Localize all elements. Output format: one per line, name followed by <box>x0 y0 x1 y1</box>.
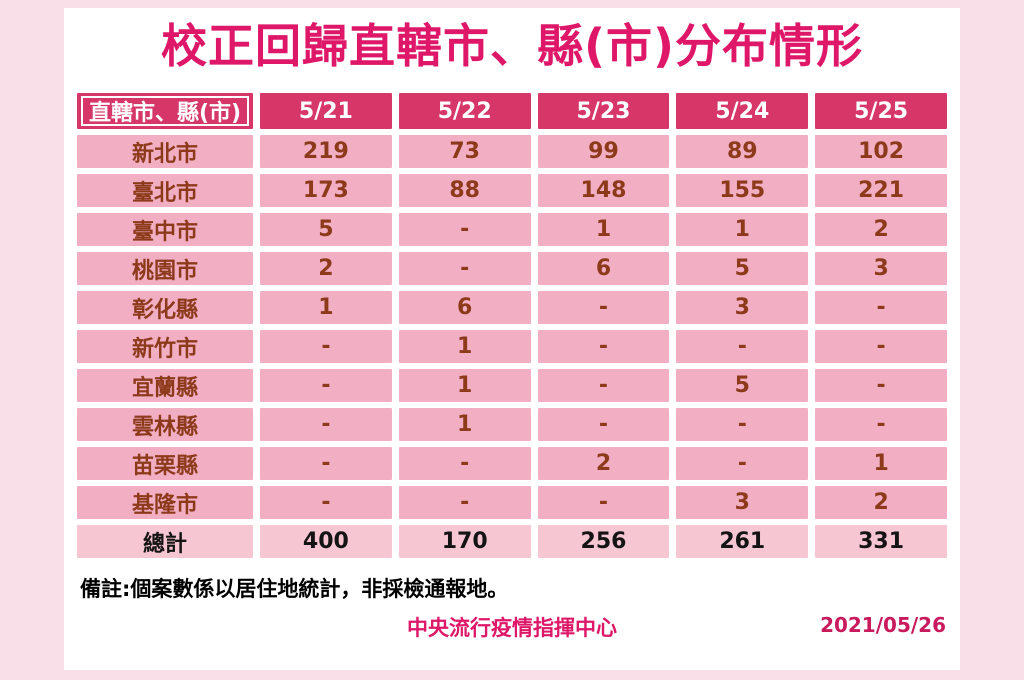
region-cell: 新北市 <box>77 135 253 168</box>
value-cell: 3 <box>676 291 809 324</box>
value-cell: 256 <box>537 525 670 558</box>
region-cell: 臺北市 <box>77 174 253 207</box>
table-header-row: 直轄市、縣(市) 5/21 5/22 5/23 5/24 5/25 <box>77 93 947 129</box>
value-cell: 73 <box>398 135 531 168</box>
table-body: 新北市 219 73 99 89 102 臺北市 173 88 148 155 221 臺中市 … <box>77 135 947 558</box>
value-cell: 1 <box>260 291 392 324</box>
column-header-date: 5/25 <box>815 93 947 129</box>
value-cell: - <box>398 252 531 285</box>
table-row: 臺北市 173 88 148 155 221 <box>77 174 947 207</box>
value-cell: 1 <box>676 213 809 246</box>
value-cell: - <box>676 330 809 363</box>
column-header-date: 5/23 <box>537 93 670 129</box>
value-cell: 1 <box>398 408 531 441</box>
value-cell: 219 <box>260 135 392 168</box>
report-date: 2021/05/26 <box>820 613 946 637</box>
value-cell: 1 <box>815 447 947 480</box>
value-cell: 6 <box>398 291 531 324</box>
value-cell: - <box>260 408 392 441</box>
value-cell: 1 <box>398 330 531 363</box>
region-cell: 苗栗縣 <box>77 447 253 480</box>
total-row: 總計 400 170 256 261 331 <box>77 525 947 558</box>
value-cell: 5 <box>260 213 392 246</box>
table-row: 新竹市 -1--- <box>77 330 947 363</box>
value-cell: 3 <box>815 252 947 285</box>
value-cell: 331 <box>815 525 947 558</box>
value-cell: - <box>398 213 531 246</box>
value-cell: - <box>398 447 531 480</box>
value-cell: 88 <box>398 174 531 207</box>
value-cell: - <box>815 330 947 363</box>
value-cell: - <box>260 369 392 402</box>
value-cell: 261 <box>676 525 809 558</box>
region-cell: 彰化縣 <box>77 291 253 324</box>
source-text: 中央流行疫情指揮中心 <box>407 616 617 640</box>
value-cell: - <box>537 330 670 363</box>
region-cell: 桃園市 <box>77 252 253 285</box>
value-cell: 173 <box>260 174 392 207</box>
value-cell: 155 <box>676 174 809 207</box>
column-header-date: 5/22 <box>398 93 531 129</box>
note-text: 備註:個案數係以居住地統計，非採檢通報地。 <box>80 577 509 601</box>
footer-line: 中央流行疫情指揮中心 2021/05/26 <box>64 612 960 640</box>
value-cell: - <box>815 291 947 324</box>
page-title: 校正回歸直轄市、縣(市)分布情形 <box>160 19 864 73</box>
value-cell: - <box>398 486 531 519</box>
value-cell: - <box>815 369 947 402</box>
content-card: 校正回歸直轄市、縣(市)分布情形 直轄市、縣(市) 5/21 5/22 5/23… <box>64 8 960 670</box>
region-cell: 新竹市 <box>77 330 253 363</box>
value-cell: 6 <box>537 252 670 285</box>
value-cell: 5 <box>676 369 809 402</box>
value-cell: 400 <box>260 525 392 558</box>
value-cell: 102 <box>815 135 947 168</box>
region-cell: 總計 <box>77 525 253 558</box>
value-cell: 221 <box>815 174 947 207</box>
table-row: 新北市 219 73 99 89 102 <box>77 135 947 168</box>
column-header-region-label: 直轄市、縣(市) <box>81 96 249 126</box>
column-header-date: 5/21 <box>260 93 392 129</box>
region-cell: 宜蘭縣 <box>77 369 253 402</box>
value-cell: 1 <box>537 213 670 246</box>
value-cell: - <box>260 330 392 363</box>
distribution-table: 直轄市、縣(市) 5/21 5/22 5/23 5/24 5/25 新北市 21… <box>70 87 954 564</box>
value-cell: - <box>260 447 392 480</box>
table-row: 苗栗縣 --2-1 <box>77 447 947 480</box>
value-cell: 3 <box>676 486 809 519</box>
value-cell: - <box>676 408 809 441</box>
value-cell: - <box>537 486 670 519</box>
value-cell: 2 <box>815 486 947 519</box>
value-cell: - <box>537 408 670 441</box>
value-cell: 5 <box>676 252 809 285</box>
value-cell: - <box>676 447 809 480</box>
table-row: 宜蘭縣 -1-5- <box>77 369 947 402</box>
region-cell: 基隆市 <box>77 486 253 519</box>
value-cell: 2 <box>815 213 947 246</box>
value-cell: - <box>537 291 670 324</box>
table-row: 雲林縣 -1--- <box>77 408 947 441</box>
value-cell: 170 <box>398 525 531 558</box>
value-cell: - <box>537 369 670 402</box>
column-header-date: 5/24 <box>676 93 809 129</box>
value-cell: 148 <box>537 174 670 207</box>
value-cell: 2 <box>537 447 670 480</box>
value-cell: 1 <box>398 369 531 402</box>
value-cell: 2 <box>260 252 392 285</box>
region-cell: 臺中市 <box>77 213 253 246</box>
column-header-region: 直轄市、縣(市) <box>77 93 253 129</box>
region-cell: 雲林縣 <box>77 408 253 441</box>
value-cell: - <box>260 486 392 519</box>
value-cell: 99 <box>537 135 670 168</box>
value-cell: 89 <box>676 135 809 168</box>
value-cell: - <box>815 408 947 441</box>
